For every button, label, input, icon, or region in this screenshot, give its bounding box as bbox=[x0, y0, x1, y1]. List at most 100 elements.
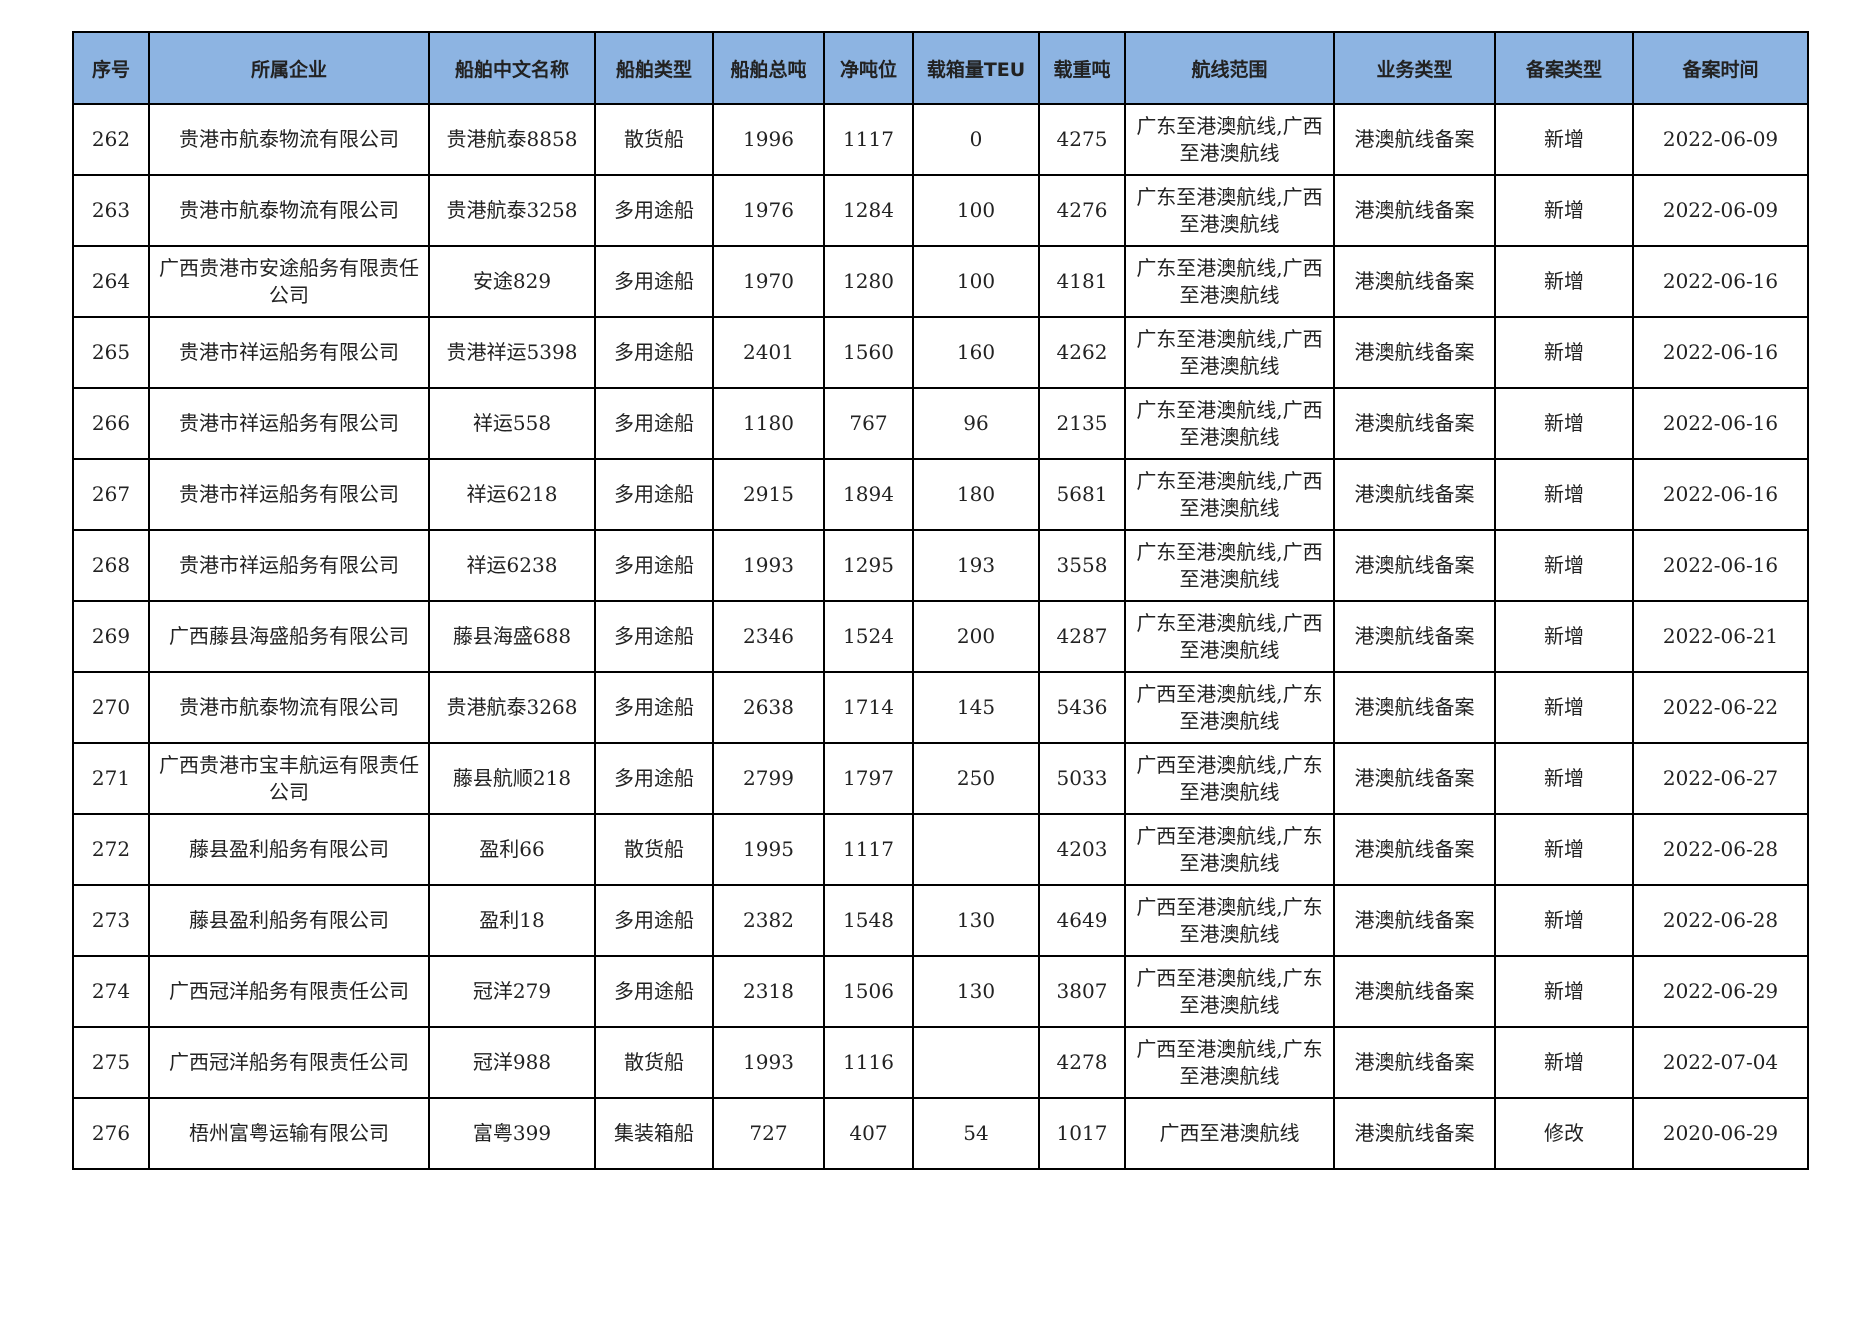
cell-deadweight: 5033 bbox=[1038, 742, 1126, 815]
cell-filing-date: 2022-06-29 bbox=[1632, 955, 1809, 1028]
cell-company: 贵港市航泰物流有限公司 bbox=[148, 103, 430, 176]
cell-ship-type: 散货船 bbox=[594, 813, 714, 886]
table-row: 264 广西贵港市安途船务有限责任公司 安途829 多用途船 1970 1280 100 41… bbox=[72, 245, 1809, 318]
cell-ship-name: 富粤399 bbox=[428, 1097, 596, 1170]
header-gross-tonnage: 船舶总吨 bbox=[712, 31, 825, 105]
cell-teu-capacity bbox=[912, 813, 1040, 886]
cell-filing-type: 新增 bbox=[1494, 955, 1634, 1028]
cell-net-tonnage: 1280 bbox=[823, 245, 914, 318]
cell-net-tonnage: 1117 bbox=[823, 103, 914, 176]
cell-filing-type: 新增 bbox=[1494, 387, 1634, 460]
table-row: 276 梧州富粤运输有限公司 富粤399 集装箱船 727 407 54 1017 广西至港澳航… bbox=[72, 1097, 1809, 1170]
cell-company: 广西藤县海盛船务有限公司 bbox=[148, 600, 430, 673]
cell-company: 贵港市祥运船务有限公司 bbox=[148, 458, 430, 531]
cell-business-type: 港澳航线备案 bbox=[1333, 955, 1496, 1028]
cell-filing-type: 新增 bbox=[1494, 174, 1634, 247]
header-business-type: 业务类型 bbox=[1333, 31, 1496, 105]
cell-ship-type: 多用途船 bbox=[594, 387, 714, 460]
cell-seq: 266 bbox=[72, 387, 150, 460]
cell-ship-name: 冠洋988 bbox=[428, 1026, 596, 1099]
cell-filing-type: 新增 bbox=[1494, 316, 1634, 389]
header-net-tonnage: 净吨位 bbox=[823, 31, 914, 105]
cell-gross-tonnage: 2401 bbox=[712, 316, 825, 389]
cell-gross-tonnage: 1993 bbox=[712, 529, 825, 602]
table-row: 271 广西贵港市宝丰航运有限责任公司 藤县航顺218 多用途船 2799 1797 250… bbox=[72, 742, 1809, 815]
cell-ship-name: 贵港航泰8858 bbox=[428, 103, 596, 176]
table-row: 275 广西冠洋船务有限责任公司 冠洋988 散货船 1993 1116 4278 广西至港澳… bbox=[72, 1026, 1809, 1099]
cell-filing-date: 2022-06-09 bbox=[1632, 174, 1809, 247]
table-row: 263 贵港市航泰物流有限公司 贵港航泰3258 多用途船 1976 1284 100 427… bbox=[72, 174, 1809, 247]
cell-ship-type: 散货船 bbox=[594, 1026, 714, 1099]
cell-ship-type: 多用途船 bbox=[594, 529, 714, 602]
cell-ship-type: 集装箱船 bbox=[594, 1097, 714, 1170]
cell-gross-tonnage: 2318 bbox=[712, 955, 825, 1028]
cell-net-tonnage: 1524 bbox=[823, 600, 914, 673]
cell-seq: 276 bbox=[72, 1097, 150, 1170]
cell-ship-name: 祥运558 bbox=[428, 387, 596, 460]
cell-route-scope: 广东至港澳航线,广西至港澳航线 bbox=[1124, 458, 1335, 531]
cell-business-type: 港澳航线备案 bbox=[1333, 600, 1496, 673]
cell-deadweight: 5681 bbox=[1038, 458, 1126, 531]
cell-filing-date: 2022-06-16 bbox=[1632, 387, 1809, 460]
cell-company: 梧州富粤运输有限公司 bbox=[148, 1097, 430, 1170]
cell-filing-type: 新增 bbox=[1494, 1026, 1634, 1099]
cell-gross-tonnage: 2346 bbox=[712, 600, 825, 673]
cell-seq: 269 bbox=[72, 600, 150, 673]
cell-filing-type: 新增 bbox=[1494, 600, 1634, 673]
cell-company: 广西冠洋船务有限责任公司 bbox=[148, 1026, 430, 1099]
cell-ship-name: 盈利66 bbox=[428, 813, 596, 886]
cell-business-type: 港澳航线备案 bbox=[1333, 884, 1496, 957]
cell-teu-capacity: 200 bbox=[912, 600, 1040, 673]
ship-registry-table: 序号 所属企业 船舶中文名称 船舶类型 船舶总吨 净吨位 载箱量TEU 载重吨 航线范围 业务类型… bbox=[72, 31, 1809, 1170]
cell-teu-capacity: 130 bbox=[912, 884, 1040, 957]
cell-ship-name: 冠洋279 bbox=[428, 955, 596, 1028]
cell-deadweight: 4287 bbox=[1038, 600, 1126, 673]
cell-teu-capacity: 96 bbox=[912, 387, 1040, 460]
cell-business-type: 港澳航线备案 bbox=[1333, 174, 1496, 247]
cell-filing-date: 2022-06-27 bbox=[1632, 742, 1809, 815]
cell-company: 贵港市航泰物流有限公司 bbox=[148, 671, 430, 744]
cell-seq: 274 bbox=[72, 955, 150, 1028]
cell-ship-name: 祥运6238 bbox=[428, 529, 596, 602]
table-row: 272 藤县盈利船务有限公司 盈利66 散货船 1995 1117 4203 广西至港澳航线,… bbox=[72, 813, 1809, 886]
cell-filing-date: 2022-06-28 bbox=[1632, 884, 1809, 957]
cell-ship-type: 多用途船 bbox=[594, 955, 714, 1028]
cell-route-scope: 广西至港澳航线,广东至港澳航线 bbox=[1124, 1026, 1335, 1099]
cell-deadweight: 2135 bbox=[1038, 387, 1126, 460]
cell-net-tonnage: 1797 bbox=[823, 742, 914, 815]
cell-seq: 271 bbox=[72, 742, 150, 815]
cell-ship-name: 安途829 bbox=[428, 245, 596, 318]
cell-company: 贵港市祥运船务有限公司 bbox=[148, 529, 430, 602]
header-seq: 序号 bbox=[72, 31, 150, 105]
header-ship-type: 船舶类型 bbox=[594, 31, 714, 105]
cell-filing-date: 2022-06-09 bbox=[1632, 103, 1809, 176]
cell-teu-capacity: 193 bbox=[912, 529, 1040, 602]
cell-gross-tonnage: 2638 bbox=[712, 671, 825, 744]
cell-route-scope: 广西至港澳航线,广东至港澳航线 bbox=[1124, 884, 1335, 957]
cell-route-scope: 广东至港澳航线,广西至港澳航线 bbox=[1124, 174, 1335, 247]
cell-seq: 265 bbox=[72, 316, 150, 389]
cell-deadweight: 3558 bbox=[1038, 529, 1126, 602]
cell-filing-date: 2022-07-04 bbox=[1632, 1026, 1809, 1099]
cell-filing-type: 新增 bbox=[1494, 103, 1634, 176]
cell-teu-capacity: 130 bbox=[912, 955, 1040, 1028]
cell-ship-name: 贵港祥运5398 bbox=[428, 316, 596, 389]
cell-teu-capacity: 100 bbox=[912, 174, 1040, 247]
cell-net-tonnage: 1894 bbox=[823, 458, 914, 531]
header-row: 序号 所属企业 船舶中文名称 船舶类型 船舶总吨 净吨位 载箱量TEU 载重吨 航线范围 业务类型… bbox=[72, 31, 1809, 105]
cell-business-type: 港澳航线备案 bbox=[1333, 387, 1496, 460]
cell-filing-date: 2022-06-16 bbox=[1632, 245, 1809, 318]
cell-teu-capacity: 54 bbox=[912, 1097, 1040, 1170]
table-row: 265 贵港市祥运船务有限公司 贵港祥运5398 多用途船 2401 1560 160 426… bbox=[72, 316, 1809, 389]
cell-business-type: 港澳航线备案 bbox=[1333, 245, 1496, 318]
cell-ship-type: 多用途船 bbox=[594, 671, 714, 744]
cell-company: 广西贵港市宝丰航运有限责任公司 bbox=[148, 742, 430, 815]
cell-deadweight: 4275 bbox=[1038, 103, 1126, 176]
cell-company: 贵港市祥运船务有限公司 bbox=[148, 316, 430, 389]
cell-company: 藤县盈利船务有限公司 bbox=[148, 884, 430, 957]
cell-net-tonnage: 1117 bbox=[823, 813, 914, 886]
cell-seq: 273 bbox=[72, 884, 150, 957]
table-row: 270 贵港市航泰物流有限公司 贵港航泰3268 多用途船 2638 1714 145 543… bbox=[72, 671, 1809, 744]
cell-deadweight: 5436 bbox=[1038, 671, 1126, 744]
cell-ship-name: 藤县海盛688 bbox=[428, 600, 596, 673]
